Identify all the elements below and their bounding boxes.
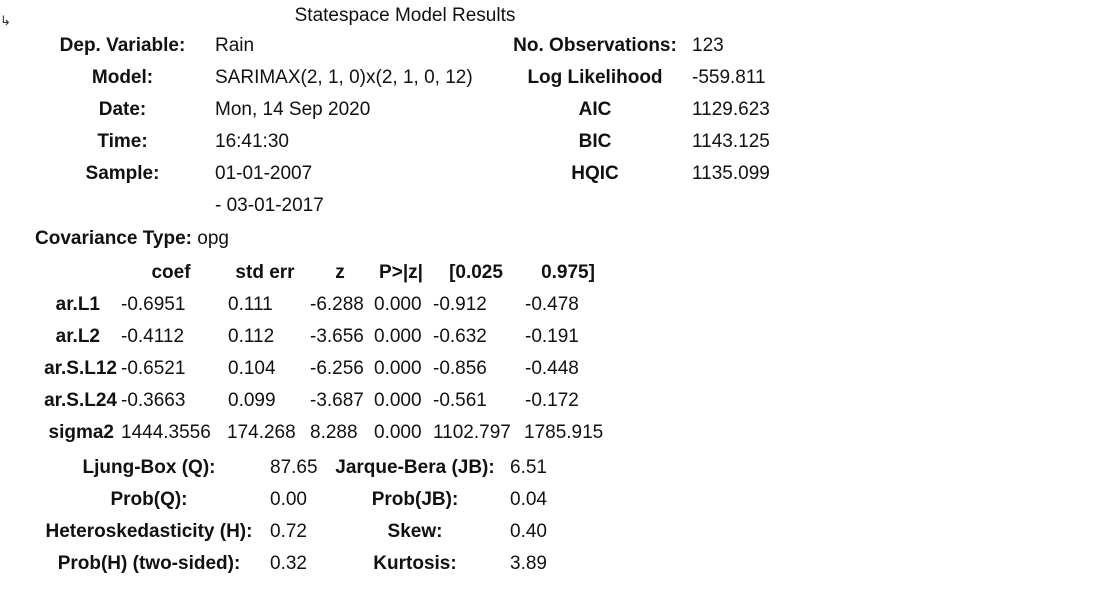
diag-label: Prob(Q): <box>110 489 188 510</box>
coef-row-name: ar.L1 <box>55 294 100 315</box>
coef-row-z: 8.288 <box>310 422 358 443</box>
diag-value: 0.72 <box>270 521 307 542</box>
summary-label-aic: AIC <box>578 99 612 120</box>
summary-label-dep-variable: Dep. Variable: <box>59 35 186 56</box>
covariance-type-value: opg <box>197 228 229 249</box>
coef-row-ci-high: -0.191 <box>525 326 579 347</box>
diag-value-2: 0.04 <box>510 489 547 510</box>
coef-header-coef: coef <box>151 262 191 283</box>
coef-row-p: 0.000 <box>374 390 422 411</box>
coef-header-ci-high: 0.975] <box>541 262 595 283</box>
coef-row-p: 0.000 <box>374 326 422 347</box>
coef-row-ci-low: -0.912 <box>433 294 487 315</box>
coef-row-name: sigma2 <box>48 422 114 443</box>
diag-label: Heteroskedasticity (H): <box>45 521 253 542</box>
coef-row-ci-low: -0.561 <box>433 390 487 411</box>
diag-value: 0.00 <box>270 489 307 510</box>
summary-value-model: SARIMAX(2, 1, 0)x(2, 1, 0, 12) <box>215 67 473 88</box>
diag-value: 87.65 <box>270 457 318 478</box>
coef-row-ci-low: -0.632 <box>433 326 487 347</box>
output-arrow-icon: ↳ <box>0 13 11 28</box>
summary-label-sample: Sample: <box>85 163 160 184</box>
summary-label-model: Model: <box>91 67 154 88</box>
coef-row-ci-high: -0.172 <box>525 390 579 411</box>
summary-value-bic: 1143.125 <box>692 131 770 152</box>
diag-value: 0.32 <box>270 553 307 574</box>
coef-row-ci-high: -0.478 <box>525 294 579 315</box>
coef-header-std-err: std err <box>235 262 295 283</box>
coef-row-ci-low: -0.856 <box>433 358 487 379</box>
coef-row-p: 0.000 <box>374 358 422 379</box>
summary-value-no-observations: 123 <box>692 35 724 56</box>
coef-row-coef: -0.4112 <box>121 326 185 347</box>
coef-row-ci-high: 1785.915 <box>524 422 604 443</box>
diag-value-2: 6.51 <box>510 457 547 478</box>
summary-label-bic: BIC <box>578 131 612 152</box>
covariance-type-label-text: Covariance Type: <box>35 228 192 249</box>
coef-row-std-err: 0.111 <box>228 294 273 315</box>
coef-row-ci-high: -0.448 <box>525 358 579 379</box>
summary-value-time: 16:41:30 <box>215 131 289 152</box>
coef-row-z: -6.256 <box>310 358 364 379</box>
diag-label: Prob(H) (two-sided): <box>57 553 241 574</box>
coef-row-p: 0.000 <box>374 422 422 443</box>
summary-value-sample-end: - 03-01-2017 <box>215 195 324 216</box>
diag-value-2: 3.89 <box>510 553 547 574</box>
table-title: Statespace Model Results <box>294 5 516 26</box>
summary-value-dep-variable: Rain <box>215 35 255 56</box>
coef-header-ci-low: [0.025 <box>449 262 503 283</box>
coef-row-p: 0.000 <box>374 294 422 315</box>
summary-label-date: Date: <box>98 99 147 120</box>
diag-label-2: Kurtosis: <box>373 553 457 574</box>
coef-row-z: -3.687 <box>310 390 364 411</box>
coef-row-name: ar.L2 <box>55 326 100 347</box>
coef-row-ci-low: 1102.797 <box>433 422 511 443</box>
diag-label: Ljung-Box (Q): <box>82 457 216 478</box>
summary-label-no-observations: No. Observations: <box>513 35 677 56</box>
coef-row-coef: -0.6951 <box>121 294 186 315</box>
summary-label-hqic: HQIC <box>571 163 619 184</box>
summary-value-date: Mon, 14 Sep 2020 <box>215 99 371 120</box>
diag-label-2: Jarque-Bera (JB): <box>335 457 495 478</box>
coef-row-z: -6.288 <box>310 294 364 315</box>
diag-label-2: Skew: <box>387 521 443 542</box>
covariance-type-label: Covariance Type: opg <box>35 228 229 250</box>
coef-row-coef: -0.6521 <box>121 358 186 379</box>
coef-row-coef: 1444.3556 <box>121 422 211 443</box>
summary-value-log-likelihood: -559.811 <box>692 67 766 88</box>
coef-row-std-err: 174.268 <box>227 422 296 443</box>
coef-row-coef: -0.3663 <box>121 390 186 411</box>
coef-row-name: ar.S.L24 <box>44 390 117 411</box>
coef-row-z: -3.656 <box>310 326 364 347</box>
diag-value-2: 0.40 <box>510 521 547 542</box>
coef-row-std-err: 0.104 <box>228 358 276 379</box>
summary-value-aic: 1129.623 <box>692 99 770 120</box>
diag-label-2: Prob(JB): <box>371 489 459 510</box>
summary-value-sample-start: 01-01-2007 <box>215 163 313 184</box>
coef-header-z: z <box>335 262 345 283</box>
coef-row-std-err: 0.099 <box>228 390 276 411</box>
coef-row-name: ar.S.L12 <box>44 358 117 379</box>
coef-header-p: P>|z| <box>379 262 423 283</box>
summary-label-log-likelihood: Log Likelihood <box>527 67 663 88</box>
summary-label-time: Time: <box>97 131 148 152</box>
coef-row-std-err: 0.112 <box>228 326 275 347</box>
summary-value-hqic: 1135.099 <box>692 163 770 184</box>
